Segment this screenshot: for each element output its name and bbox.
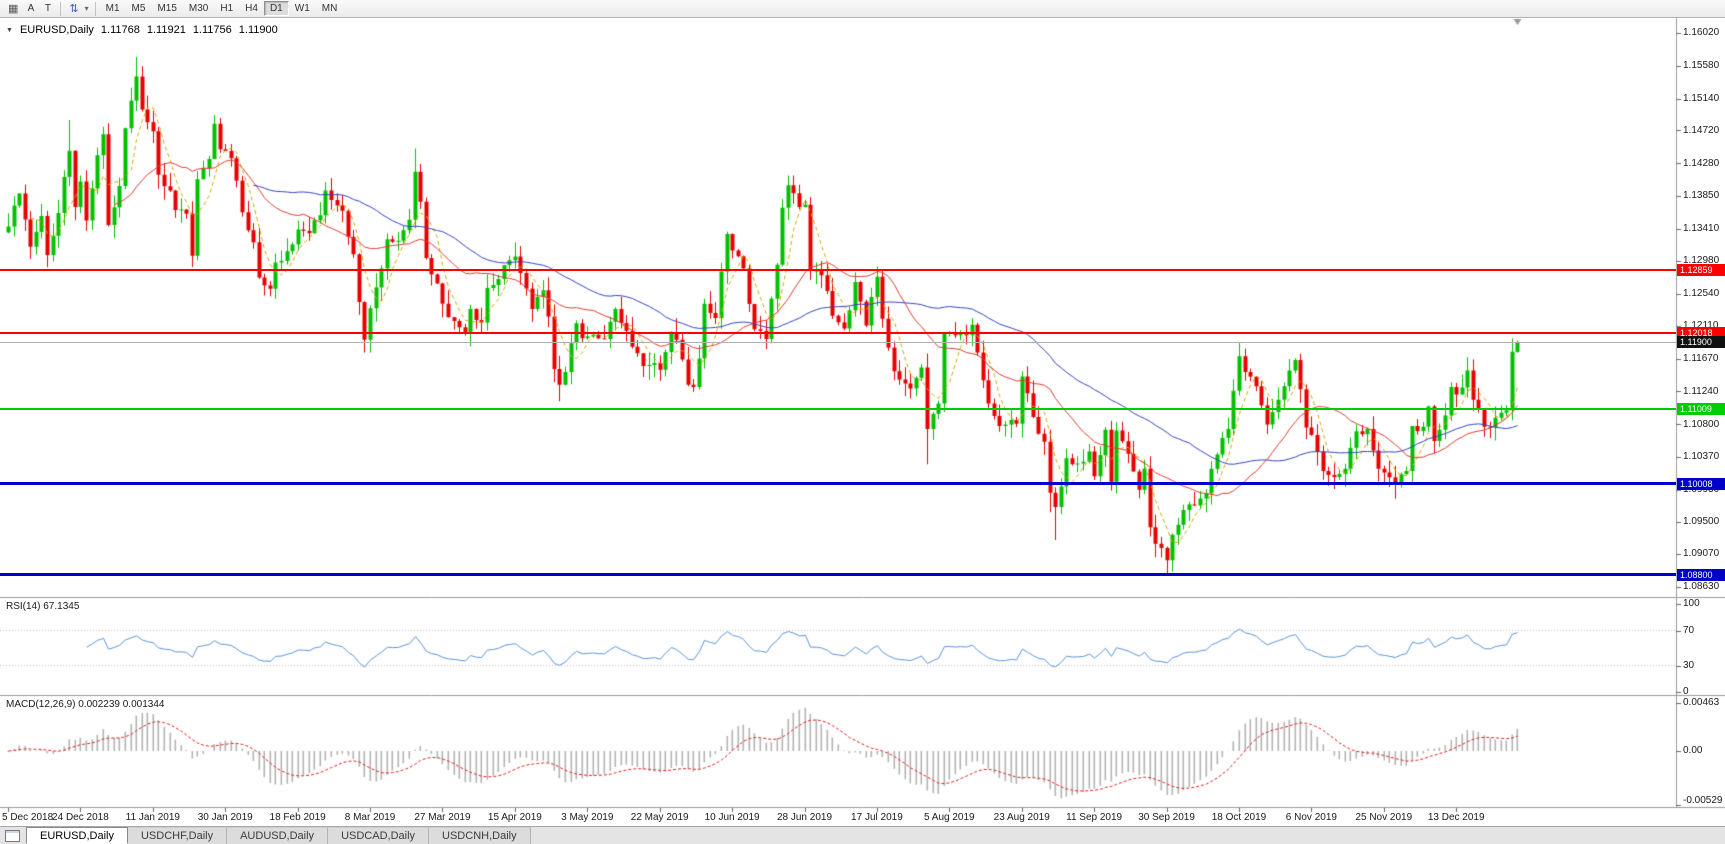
- window-list-icon[interactable]: [5, 830, 20, 842]
- timeframe-button-m5[interactable]: M5: [131, 3, 146, 14]
- timeframe-button-mn[interactable]: MN: [321, 3, 338, 14]
- date-label: 30 Jan 2019: [197, 812, 253, 823]
- horizontal-level-line[interactable]: [0, 407, 1676, 410]
- price-tick-label: 1.14280: [1683, 157, 1720, 169]
- date-label: 5 Dec 2018: [2, 812, 54, 823]
- price-tick-label: 1.15580: [1683, 60, 1720, 71]
- date-label: 24 Dec 2018: [52, 812, 109, 823]
- macd-tick-label: 0.00463: [1683, 697, 1720, 708]
- tab-eurusd-daily[interactable]: EURUSD,Daily: [26, 827, 128, 844]
- date-label: 23 Aug 2019: [993, 812, 1050, 823]
- readout-high: 1.11921: [146, 24, 186, 36]
- horizontal-level-line[interactable]: [0, 332, 1676, 335]
- toolbar-separator: [60, 1, 62, 16]
- price-tick-label: 1.13410: [1683, 222, 1720, 234]
- collapse-triangle-icon[interactable]: ▼: [6, 26, 13, 34]
- timeframe-button-h4[interactable]: H4: [245, 3, 258, 14]
- rsi-tick-label: 30: [1683, 659, 1695, 671]
- current-price-line: [0, 342, 1676, 343]
- date-label: 17 Jul 2019: [851, 812, 903, 823]
- readout-low: 1.11756: [192, 24, 232, 36]
- date-label: 11 Jan 2019: [125, 812, 180, 823]
- price-tick-label: 1.10800: [1683, 418, 1720, 430]
- macd-tick-label: 0.00: [1683, 745, 1703, 756]
- tab-usdchf-daily[interactable]: USDCHF,Daily: [127, 827, 228, 844]
- macd-tick-label: -0.00529: [1683, 795, 1723, 806]
- date-label: 11 Sep 2019: [1066, 812, 1123, 823]
- readout-close: 1.11900: [238, 24, 278, 36]
- scale-arrows-icon[interactable]: ⇅: [69, 3, 79, 15]
- top-toolbar: ▦ A T ⇅ ▾ M1 M5 M15 M30 H1 H4 D1 W1 MN: [0, 0, 1725, 18]
- readout-symbol: EURUSD,Daily: [19, 24, 94, 36]
- arrow-tool-button[interactable]: A: [27, 3, 35, 14]
- date-label: 13 Dec 2019: [1427, 812, 1485, 823]
- price-tick-label: 1.12980: [1683, 255, 1720, 266]
- readout-open: 1.11768: [100, 24, 140, 36]
- rsi-tick-label: 100: [1683, 598, 1700, 609]
- rsi-indicator-label: RSI(14) 67.1345: [6, 601, 80, 612]
- date-label: 27 Mar 2019: [414, 812, 471, 823]
- price-tick-label: 1.15140: [1683, 93, 1720, 104]
- price-tick-label: 1.14720: [1683, 124, 1720, 136]
- timeframe-button-m1[interactable]: M1: [105, 3, 120, 14]
- dropdown-caret-icon[interactable]: ▾: [84, 4, 89, 13]
- timeframe-button-w1[interactable]: W1: [294, 3, 310, 14]
- date-label: 3 May 2019: [561, 812, 614, 823]
- timeframe-button-m15[interactable]: M15: [157, 3, 177, 14]
- date-label: 18 Feb 2019: [269, 812, 326, 823]
- price-level-badge: 1.12859: [1677, 264, 1725, 277]
- timeframe-button-m30[interactable]: M30: [188, 3, 209, 14]
- date-label: 10 Jun 2019: [704, 812, 760, 823]
- rsi-tick-label: 0: [1683, 686, 1689, 697]
- date-label: 6 Nov 2019: [1285, 812, 1337, 823]
- toolbar-separator: [94, 1, 96, 16]
- timeframe-button-h1[interactable]: H1: [220, 3, 234, 14]
- date-label: 18 Oct 2019: [1211, 812, 1267, 823]
- price-tick-label: 1.10370: [1683, 450, 1720, 462]
- price-tick-label: 1.13850: [1683, 189, 1720, 201]
- rsi-tick-label: 70: [1683, 624, 1695, 636]
- tab-usdcnh-daily[interactable]: USDCNH,Daily: [429, 827, 531, 844]
- macd-indicator-label: MACD(12,26,9) 0.002239 0.001344: [6, 699, 165, 710]
- date-label: 22 May 2019: [630, 812, 689, 823]
- date-label: 25 Nov 2019: [1355, 812, 1413, 823]
- price-tick-label: 1.11240: [1683, 385, 1719, 397]
- price-tick-label: 1.09500: [1683, 516, 1720, 527]
- price-tick-label: 1.08630: [1683, 581, 1720, 593]
- date-label: 5 Aug 2019: [924, 812, 975, 823]
- chart-tab-bar: EURUSD,Daily USDCHF,Daily AUDUSD,Daily U…: [0, 826, 1725, 844]
- date-label: 28 Jun 2019: [776, 812, 833, 823]
- price-level-badge: 1.08800: [1677, 568, 1725, 581]
- horizontal-level-line[interactable]: [0, 269, 1676, 272]
- price-tick-label: 1.16020: [1683, 27, 1720, 38]
- price-level-badge: 1.10008: [1677, 477, 1725, 490]
- tab-audusd-daily[interactable]: AUDUSD,Daily: [227, 827, 329, 844]
- price-tick-label: 1.09070: [1683, 548, 1720, 560]
- date-label: 8 Mar 2019: [344, 812, 396, 823]
- text-tool-button[interactable]: T: [44, 3, 51, 14]
- current-price-badge: 1.11900: [1677, 336, 1725, 348]
- price-tick-label: 1.12110: [1683, 320, 1719, 332]
- tab-usdcad-daily[interactable]: USDCAD,Daily: [328, 827, 430, 844]
- chart-grid-icon[interactable]: ▦: [8, 3, 19, 15]
- price-level-badge: 1.11009: [1677, 402, 1725, 415]
- ohlc-readout: ▼ EURUSD,Daily 1.11768 1.11921 1.11756 1…: [6, 24, 278, 36]
- date-label: 15 Apr 2019: [487, 812, 542, 823]
- price-tick-label: 1.11670: [1683, 353, 1719, 365]
- date-label: 30 Sep 2019: [1138, 812, 1195, 823]
- price-tick-label: 1.12540: [1683, 288, 1720, 299]
- horizontal-level-line[interactable]: [0, 482, 1676, 486]
- timeframe-button-d1[interactable]: D1: [263, 1, 289, 16]
- horizontal-level-line[interactable]: [0, 573, 1676, 576]
